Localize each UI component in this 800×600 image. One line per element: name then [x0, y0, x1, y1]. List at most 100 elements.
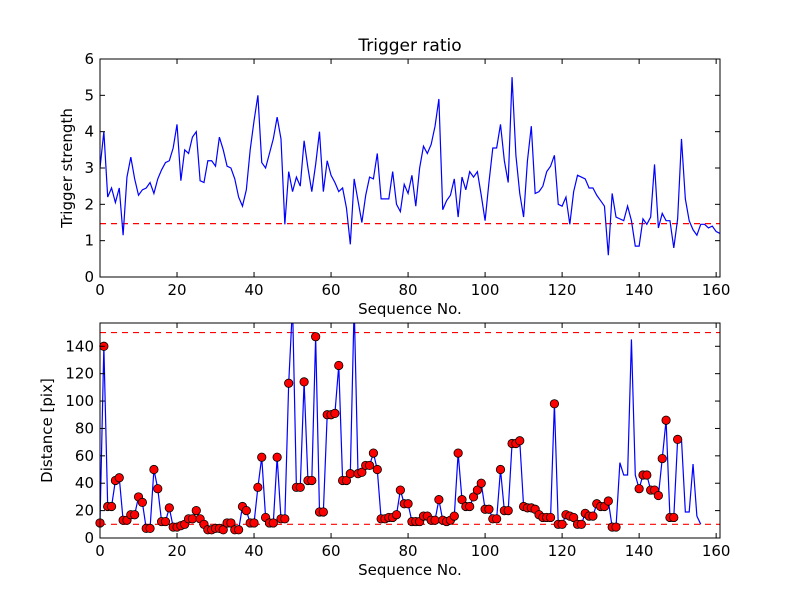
y-tick-label: 120 — [65, 365, 94, 383]
x-tick-label: 0 — [95, 542, 105, 560]
data-point — [430, 515, 440, 525]
data-point — [241, 506, 251, 516]
trigger-ratio-panel: 0 20 40 60 80 100 120 140 160 0 1 2 3 4 5 6 Trigger rat… — [58, 36, 730, 318]
distance-threshold-layer — [100, 331, 720, 525]
trigger-ratio-tick-layer: 0 20 40 60 80 100 120 140 160 0 1 2 3 4 5 6 — [84, 50, 730, 299]
x-tick-label: 40 — [244, 542, 263, 560]
data-point — [364, 460, 375, 471]
data-point — [187, 514, 198, 524]
y-tick-label: 1 — [84, 232, 94, 250]
data-point — [368, 448, 379, 458]
data-point — [457, 495, 467, 505]
data-point — [403, 499, 413, 509]
data-point — [484, 504, 494, 514]
x-tick-label: 140 — [625, 281, 654, 299]
x-tick-label: 100 — [471, 281, 500, 299]
x-tick-label: 20 — [167, 542, 186, 560]
x-tick-label: 120 — [548, 542, 577, 560]
data-point — [164, 503, 174, 513]
data-point — [449, 511, 459, 521]
distance-panel: 0 20 40 60 80 100 120 140 160020406080100120140 … — [38, 322, 730, 579]
data-point — [149, 464, 159, 475]
x-tick-label: 20 — [167, 281, 186, 299]
data-point — [253, 482, 263, 492]
data-point — [673, 434, 683, 444]
data-point — [160, 516, 171, 527]
data-point — [226, 518, 236, 528]
data-point — [495, 464, 506, 475]
y-tick-label: 40 — [75, 474, 94, 492]
data-point — [299, 377, 309, 387]
distance-x-axis-label: Sequence No. — [358, 561, 462, 579]
data-point — [576, 519, 586, 529]
y-tick-label: 140 — [65, 337, 94, 355]
data-point — [249, 518, 259, 528]
x-tick-label: 40 — [244, 281, 263, 299]
data-point — [588, 511, 598, 521]
data-point — [268, 518, 278, 528]
data-point — [669, 512, 679, 523]
data-point — [130, 510, 140, 520]
data-point — [330, 408, 340, 418]
data-point — [472, 485, 482, 495]
x-tick-label: 140 — [625, 542, 654, 560]
data-point — [395, 485, 405, 495]
y-tick-label: 100 — [65, 392, 94, 410]
y-tick-label: 0 — [84, 529, 94, 547]
distance-series-layer — [95, 323, 702, 535]
series-line — [100, 323, 702, 531]
data-point — [434, 495, 444, 505]
data-point — [137, 497, 147, 507]
data-point — [634, 484, 644, 494]
data-point — [657, 453, 667, 464]
y-tick-label: 2 — [84, 195, 94, 213]
data-point — [453, 448, 463, 458]
data-point — [357, 467, 367, 477]
y-tick-label: 5 — [84, 86, 94, 104]
x-tick-label: 120 — [548, 281, 577, 299]
data-point — [492, 514, 502, 524]
y-tick-label: 80 — [75, 419, 94, 437]
data-point — [106, 501, 117, 512]
data-point — [345, 469, 355, 479]
x-tick-label: 80 — [399, 281, 418, 299]
data-point — [569, 512, 579, 523]
data-point — [218, 525, 228, 535]
x-tick-label: 160 — [702, 542, 731, 560]
data-point — [257, 452, 267, 462]
trigger-ratio-x-axis-label: Sequence No. — [358, 300, 462, 318]
data-point — [465, 501, 475, 512]
trigger-ratio-title: Trigger ratio — [357, 36, 461, 56]
data-point — [307, 475, 317, 486]
data-point — [114, 473, 124, 483]
data-point — [295, 482, 305, 492]
data-point — [391, 510, 402, 520]
y-tick-label: 6 — [84, 50, 94, 68]
data-point — [284, 378, 294, 388]
distance-tick-layer: 0 20 40 60 80 100 120 140 160 0 20 40 60 80 100 120 140 — [65, 323, 730, 560]
x-tick-label: 60 — [322, 542, 341, 560]
data-point — [611, 522, 621, 532]
y-tick-label: 0 — [84, 268, 94, 286]
series-line — [100, 77, 720, 256]
data-point — [272, 452, 282, 462]
data-point — [476, 478, 486, 488]
y-tick-label: 20 — [75, 502, 94, 520]
x-tick-label: 80 — [399, 542, 418, 560]
data-point — [468, 492, 479, 502]
x-tick-label: 160 — [702, 281, 731, 299]
data-point — [318, 507, 328, 517]
data-point — [557, 519, 567, 529]
distance-axes-frame — [99, 322, 721, 539]
data-point — [545, 512, 556, 523]
x-tick-label: 0 — [95, 281, 105, 299]
data-point — [191, 506, 201, 516]
trigger-ratio-series-layer — [100, 77, 720, 256]
y-tick-label: 3 — [84, 159, 94, 177]
trigger-ratio-y-axis-label: Trigger strength — [58, 108, 76, 229]
data-point — [515, 436, 525, 446]
trigger-ratio-axes-frame — [99, 58, 721, 278]
data-point — [341, 475, 352, 486]
data-point — [642, 470, 652, 480]
